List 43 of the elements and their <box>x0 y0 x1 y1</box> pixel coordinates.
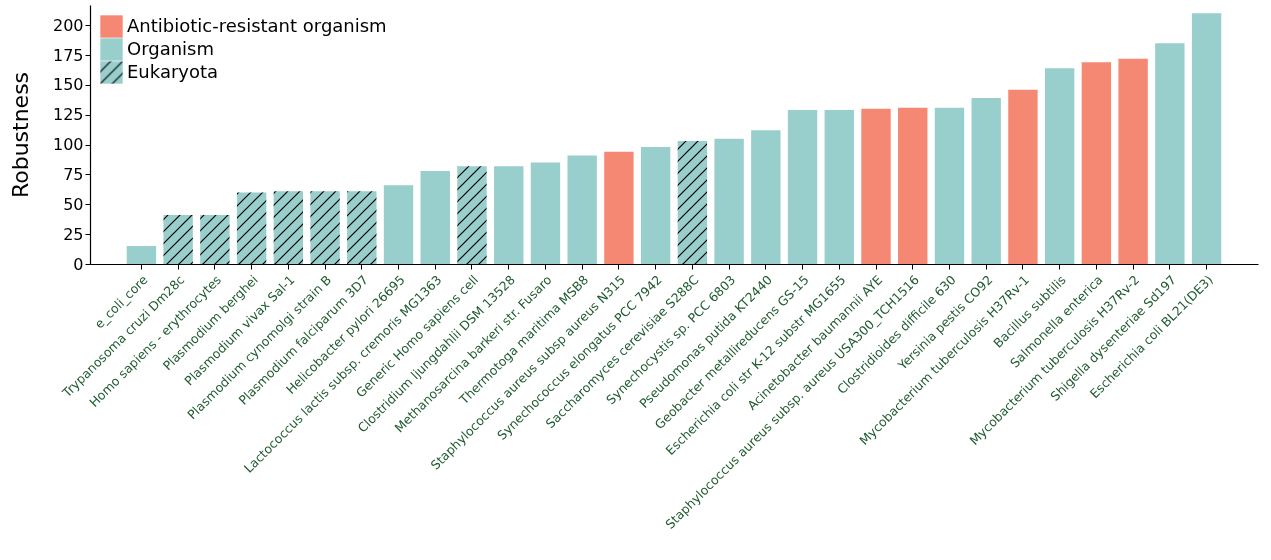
bar <box>347 191 377 264</box>
y-tick-label: 100 <box>52 135 84 155</box>
y-tick-label: 200 <box>52 15 84 35</box>
y-tick-label: 125 <box>52 105 84 125</box>
bar <box>824 110 854 264</box>
y-tick-label: 150 <box>52 75 84 95</box>
bar <box>1044 68 1075 264</box>
bar <box>640 147 671 264</box>
bar <box>1155 43 1185 264</box>
bar <box>273 191 304 264</box>
bar <box>163 215 193 264</box>
bar <box>1081 62 1112 264</box>
bar <box>530 162 561 264</box>
bar <box>200 215 230 264</box>
bar <box>310 191 340 264</box>
bar <box>604 151 634 264</box>
y-tick-label: 50 <box>63 194 84 214</box>
bar <box>751 130 781 264</box>
y-tick-label: 0 <box>73 254 84 274</box>
bar <box>126 246 157 264</box>
bar <box>1191 13 1222 264</box>
bar <box>567 155 597 264</box>
legend-label: Eukaryota <box>127 60 219 82</box>
bar <box>934 107 965 264</box>
bar <box>1118 58 1148 264</box>
y-tick-label: 25 <box>63 224 84 244</box>
bar <box>1008 89 1038 264</box>
bar <box>861 108 891 264</box>
bar <box>383 185 414 264</box>
bar <box>457 166 487 264</box>
y-tick-label: 175 <box>52 45 84 65</box>
bar <box>236 192 267 264</box>
bar <box>420 170 450 264</box>
legend-label: Organism <box>127 37 215 59</box>
y-tick-label: 75 <box>63 164 84 184</box>
bar <box>898 107 928 264</box>
bar <box>494 166 524 264</box>
bar <box>787 110 818 264</box>
y-axis-title: Robustness <box>7 71 33 199</box>
legend-label: Antibiotic-resistant organism <box>127 14 387 36</box>
bar <box>971 98 1001 264</box>
bar <box>677 141 708 264</box>
bar <box>714 138 744 264</box>
